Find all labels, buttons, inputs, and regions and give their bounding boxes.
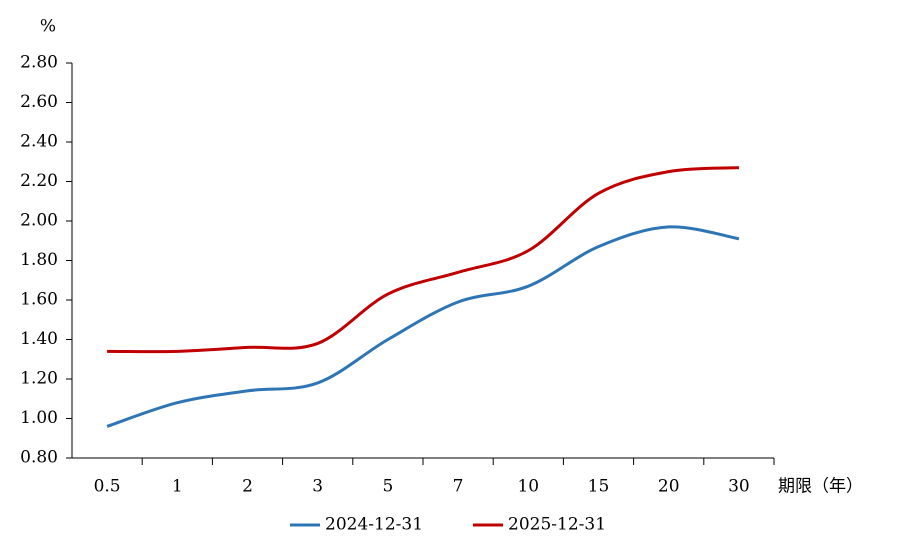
y-tick-label: 2.80 xyxy=(20,53,58,73)
x-tick-label: 0.5 xyxy=(94,477,121,497)
legend-label: 2024-12-31 xyxy=(325,515,423,535)
y-tick-label: 0.80 xyxy=(20,448,58,468)
y-tick-label: 1.40 xyxy=(20,329,58,349)
x-tick-label: 5 xyxy=(382,477,393,497)
x-tick-label: 1 xyxy=(172,477,183,497)
x-tick-label: 3 xyxy=(312,477,323,497)
y-tick-label: 1.20 xyxy=(20,369,58,389)
x-tick-label: 20 xyxy=(658,477,680,497)
y-tick-label: 1.00 xyxy=(20,408,58,428)
x-tick-label: 15 xyxy=(588,477,610,497)
y-tick-label: 2.00 xyxy=(20,211,58,231)
legend-label: 2025-12-31 xyxy=(508,515,606,535)
y-tick-label: 1.60 xyxy=(20,290,58,310)
y-axis-label: % xyxy=(40,17,56,37)
series-line xyxy=(106,225,740,428)
x-tick-label: 7 xyxy=(453,477,464,497)
y-tick-label: 2.20 xyxy=(20,171,58,191)
series-line xyxy=(107,166,739,354)
x-tick-label: 10 xyxy=(517,477,539,497)
y-tick-label: 1.80 xyxy=(20,250,58,270)
y-tick-label: 2.40 xyxy=(20,132,58,152)
x-tick-label: 30 xyxy=(728,477,750,497)
x-tick-label: 2 xyxy=(242,477,253,497)
y-tick-label: 2.60 xyxy=(20,92,58,112)
x-axis-label: 期限（年） xyxy=(778,477,863,497)
